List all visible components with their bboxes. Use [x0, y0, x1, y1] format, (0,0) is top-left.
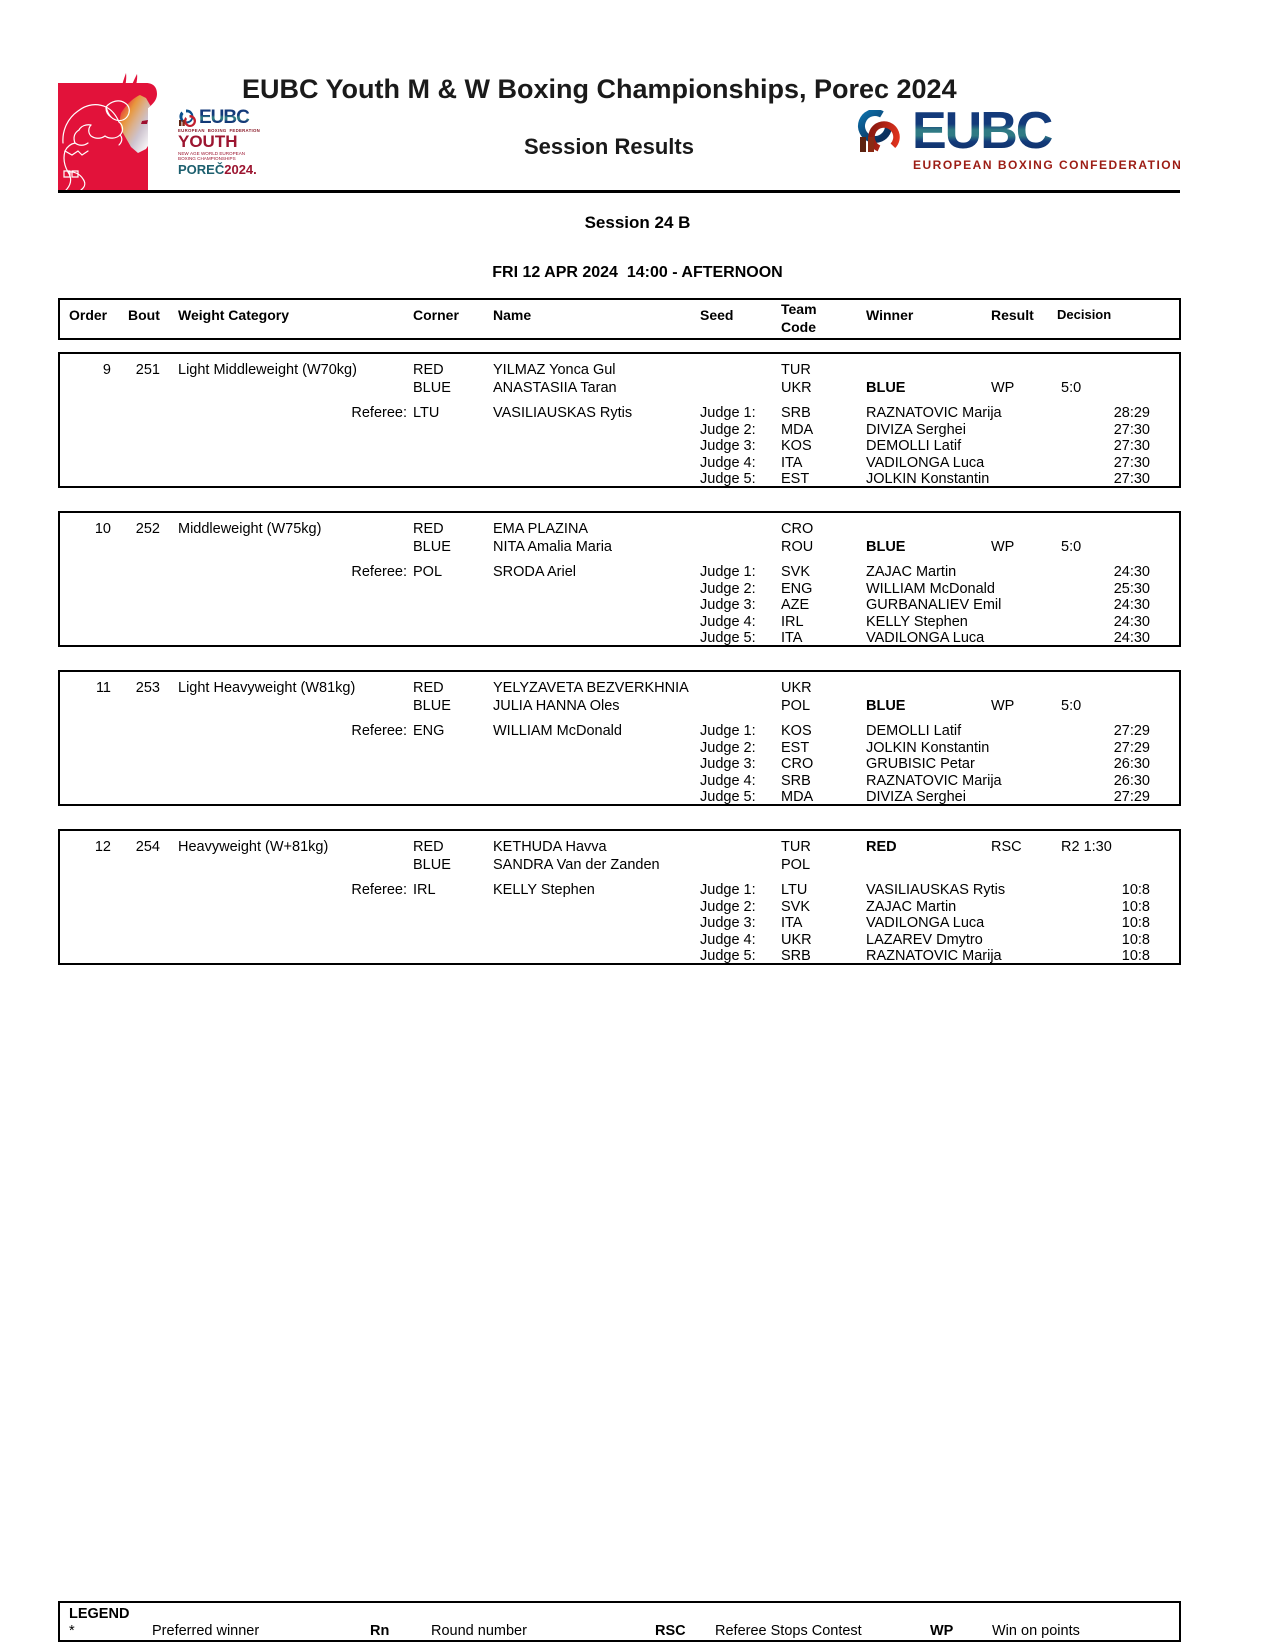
svg-text:EUBC: EUBC — [199, 107, 250, 128]
svg-text:EUBC: EUBC — [912, 106, 1053, 158]
